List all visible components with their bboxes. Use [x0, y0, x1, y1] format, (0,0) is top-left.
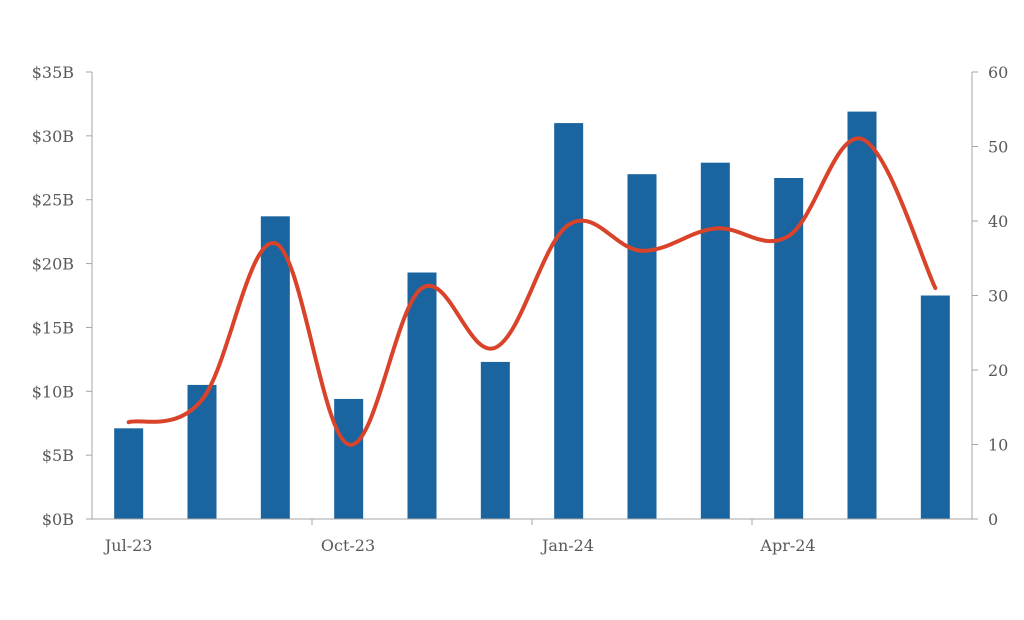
x-tick-label: Apr-24 — [759, 536, 815, 555]
bar-Jan-24 — [554, 123, 584, 519]
x-tick-label: Jul-23 — [103, 536, 153, 555]
y2-tick-label: 40 — [988, 212, 1008, 231]
x-tick-label: Oct-23 — [321, 536, 375, 555]
y-tick-label: $35B — [32, 63, 74, 82]
y-tick-label: $5B — [42, 446, 74, 465]
bar-series — [114, 111, 950, 520]
y-tick-label: $20B — [32, 255, 74, 274]
y2-tick-label: 20 — [988, 361, 1008, 380]
y2-tick-label: 50 — [988, 138, 1008, 157]
bar-Jul-23 — [114, 428, 144, 519]
right-axis-ticks: 0 10 20 30 40 50 60 — [972, 63, 1008, 529]
y2-tick-label: 30 — [988, 287, 1008, 306]
y2-tick-label: 10 — [988, 436, 1008, 455]
y2-tick-label: 60 — [988, 63, 1008, 82]
bar-Dec-23 — [480, 361, 510, 519]
bar-Mar-24 — [700, 162, 730, 519]
bar-May-24 — [847, 111, 877, 519]
x-tick-label: Jan-24 — [540, 536, 594, 555]
bar-Aug-23 — [187, 384, 217, 519]
bar-Feb-24 — [627, 174, 657, 520]
line-path — [126, 136, 938, 447]
bar-Sep-23 — [260, 216, 290, 519]
x-axis-ticks: Jul-23 Oct-23 Jan-24 Apr-24 — [103, 519, 816, 555]
y2-tick-label: 0 — [988, 510, 998, 529]
y-tick-label: $15B — [32, 318, 74, 337]
left-axis-ticks: $0B $5B $10B $15B $20B $25B $30B $35B — [32, 63, 92, 529]
y-tick-label: $0B — [42, 510, 74, 529]
bar-Jun-24 — [920, 295, 950, 519]
bar-Oct-23 — [334, 398, 364, 519]
bar-Nov-23 — [407, 272, 437, 519]
line-series — [126, 136, 938, 447]
y-tick-label: $25B — [32, 191, 74, 210]
axes — [91, 72, 973, 520]
y-tick-label: $10B — [32, 382, 74, 401]
y-tick-label: $30B — [32, 127, 74, 146]
